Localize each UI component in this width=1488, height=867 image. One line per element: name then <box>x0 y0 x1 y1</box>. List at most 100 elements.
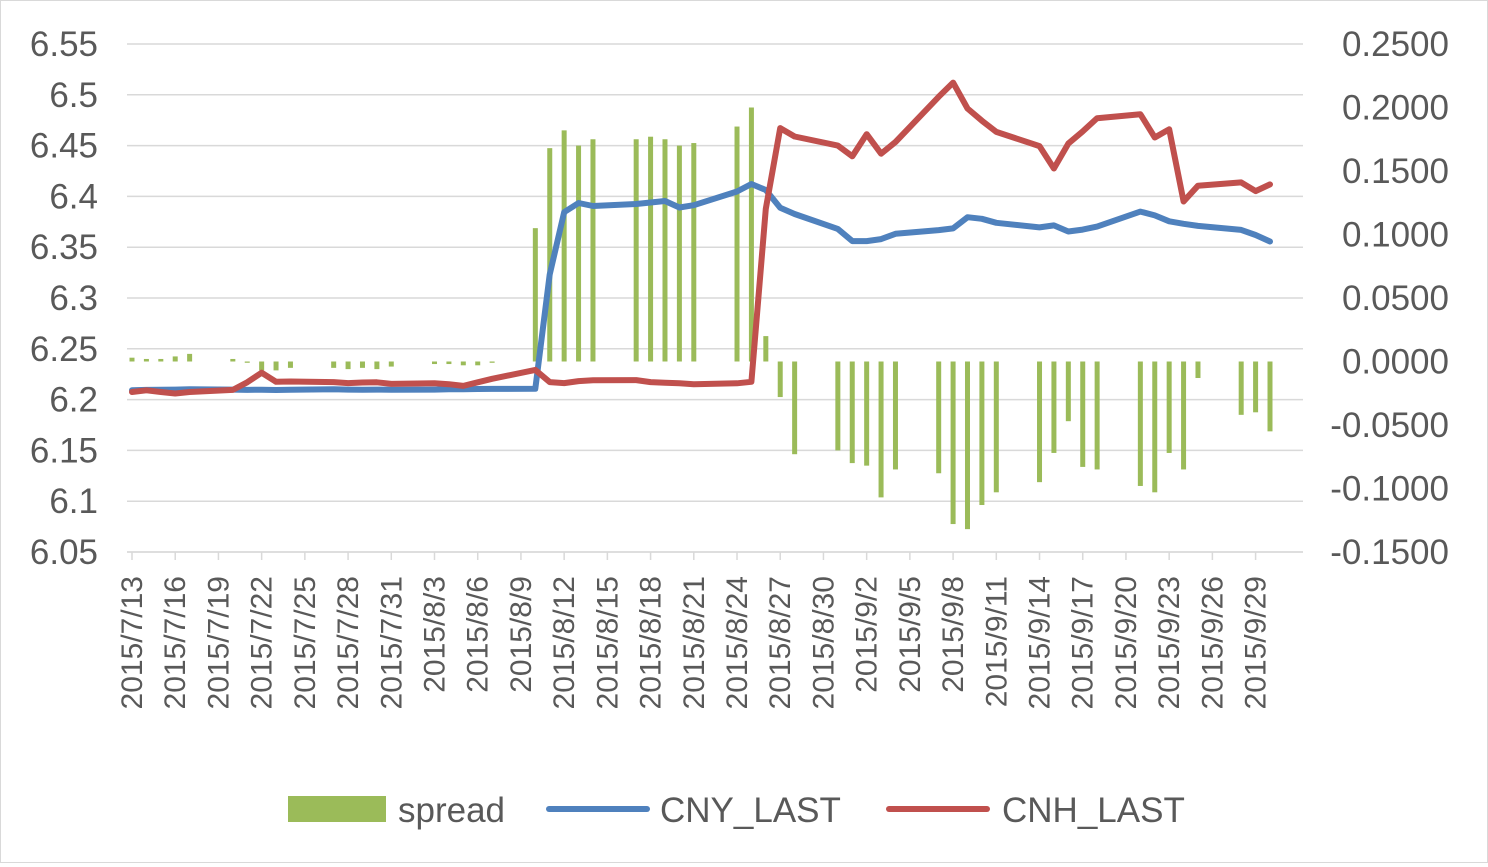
spread-bar <box>388 361 394 367</box>
spread-bar <box>950 361 956 525</box>
y-right-tick-label: 0.2000 <box>1342 89 1449 128</box>
spread-bar <box>287 361 293 368</box>
spread-bar <box>964 361 970 530</box>
legend-label: CNH_LAST <box>1002 791 1185 830</box>
spread-bar <box>129 357 135 362</box>
spread-bar <box>633 139 639 362</box>
spread-bar <box>878 361 884 498</box>
y-left-tick-label: 6.25 <box>30 330 98 369</box>
y-right-tick-label: -0.1500 <box>1330 533 1449 572</box>
x-tick-label: 2015/8/3 <box>419 576 452 693</box>
spread-bars <box>129 107 1273 530</box>
x-tick-label: 2015/7/28 <box>332 576 365 709</box>
y-right-tick-label: -0.1000 <box>1330 470 1449 509</box>
y-right-tick-label: 0.1500 <box>1342 152 1449 191</box>
x-tick-label: 2015/9/14 <box>1024 576 1057 709</box>
spread-bar <box>273 361 279 371</box>
spread-bar <box>172 356 178 362</box>
spread-bar <box>849 361 855 464</box>
y-left-tick-label: 6.1 <box>49 482 98 521</box>
spread-bar <box>345 361 351 370</box>
spread-bar <box>460 361 466 366</box>
x-tick-label: 2015/8/12 <box>548 576 581 709</box>
x-tick-label: 2015/8/18 <box>635 576 668 709</box>
x-tick-label: 2015/8/27 <box>764 576 797 709</box>
spread-bar <box>158 358 164 362</box>
spread-bar <box>561 130 567 362</box>
x-tick-label: 2015/8/24 <box>721 576 754 709</box>
y-left-tick-label: 6.5 <box>49 76 98 115</box>
spread-bar <box>835 361 841 451</box>
x-tick-label: 2015/9/2 <box>851 576 884 693</box>
spread-bar <box>230 358 236 362</box>
spread-bar <box>777 361 783 398</box>
y-right-tick-label: 0.0000 <box>1342 343 1449 382</box>
x-tick-label: 2015/9/8 <box>937 576 970 693</box>
line-cnh-last <box>129 79 1273 397</box>
gridlines <box>127 43 1303 553</box>
spread-bar <box>359 361 365 368</box>
spread-bar <box>331 361 337 368</box>
spread-bar <box>590 139 596 362</box>
line-cny-last <box>129 181 1273 394</box>
x-tick-label: 2015/9/11 <box>980 576 1013 707</box>
legend: spread CNY_LAST CNH_LAST <box>288 791 1185 830</box>
y-left-tick-label: 6.2 <box>49 381 98 420</box>
spread-bar <box>734 126 740 362</box>
x-tick-label: 2015/9/29 <box>1240 576 1273 709</box>
x-tick-label: 2015/8/21 <box>678 576 711 709</box>
y-right-tick-label: 0.2500 <box>1342 25 1449 64</box>
spread-bar <box>676 145 682 362</box>
x-tick-label: 2015/8/6 <box>462 576 495 693</box>
y-right-tick-label: 0.1000 <box>1342 216 1449 255</box>
y-right-tick-label: 0.0500 <box>1342 279 1449 318</box>
spread-bar <box>892 361 898 470</box>
x-tick-label: 2015/9/23 <box>1153 576 1186 709</box>
spread-bar <box>1195 361 1201 379</box>
spread-bar <box>864 361 870 466</box>
y-left-tick-label: 6.55 <box>30 25 98 64</box>
spread-bar <box>259 361 265 371</box>
y-left-tick-label: 6.3 <box>49 279 98 318</box>
spread-bar <box>1065 361 1071 422</box>
x-tick-label: 2015/9/17 <box>1067 576 1100 709</box>
x-tick-label: 2015/7/19 <box>202 576 235 709</box>
x-tick-label: 2015/7/25 <box>289 576 322 709</box>
spread-bar <box>1152 361 1158 493</box>
y-left-tick-label: 6.35 <box>30 228 98 267</box>
spread-bar <box>648 136 654 362</box>
spread-bar <box>432 361 438 365</box>
spread-bar <box>979 361 985 506</box>
x-tick-label: 2015/7/16 <box>159 576 192 709</box>
spread-bar <box>1166 361 1172 453</box>
x-tick-label: 2015/8/30 <box>807 576 840 709</box>
spread-bar <box>475 361 481 366</box>
y-right-tick-label: -0.0500 <box>1330 406 1449 445</box>
spread-bar <box>1037 361 1043 483</box>
x-tick-label: 2015/8/15 <box>591 576 624 709</box>
legend-swatch-spread <box>288 796 386 822</box>
y-left-tick-label: 6.15 <box>30 431 98 470</box>
spread-bar <box>1137 361 1143 486</box>
spread-bar <box>1181 361 1187 470</box>
spread-bar <box>763 336 769 362</box>
spread-bar <box>187 353 193 362</box>
spread-bar <box>143 358 149 362</box>
spread-bar <box>1253 361 1259 413</box>
spread-bar <box>993 361 999 493</box>
spread-bar <box>1267 361 1273 432</box>
legend-label: CNY_LAST <box>660 791 841 830</box>
x-tick-label: 2015/9/5 <box>894 576 927 693</box>
legend-label: spread <box>398 791 505 830</box>
spread-bar <box>244 361 250 363</box>
y-left-tick-label: 6.4 <box>49 177 98 216</box>
x-tick-label: 2015/7/22 <box>246 576 279 709</box>
spread-bar <box>662 139 668 362</box>
spread-bar <box>489 361 495 363</box>
x-tick-label: 2015/7/13 <box>116 576 149 709</box>
spread-bar <box>547 148 553 362</box>
spread-bar <box>1080 361 1086 467</box>
spread-bar <box>1238 361 1244 415</box>
